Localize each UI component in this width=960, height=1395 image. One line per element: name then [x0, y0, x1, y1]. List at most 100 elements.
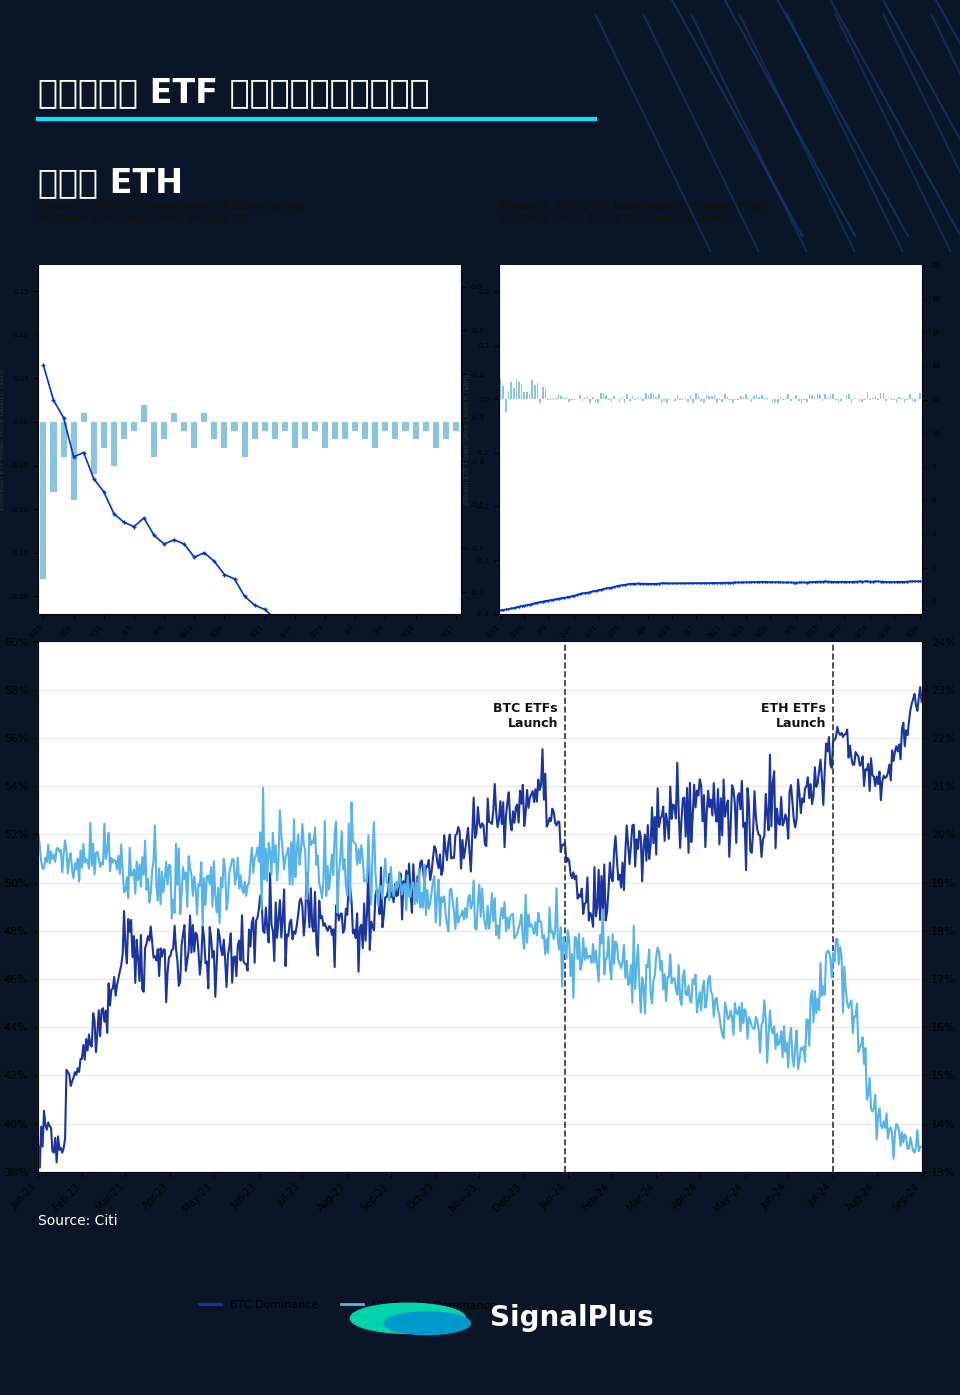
Bar [751, 399, 752, 402]
Bar [909, 393, 910, 399]
Bar [660, 399, 662, 403]
Bar [529, 393, 530, 399]
Text: Figure 7. BTC ETFs have seen $330mm of net
outflows since ETH ETFs began trading: Figure 7. BTC ETFs have seen $330mm of n… [499, 202, 766, 223]
Bar [453, 421, 459, 431]
Bar [756, 395, 757, 399]
Bar [775, 399, 776, 402]
Bar [829, 395, 831, 399]
Bar [342, 421, 348, 439]
Bar [822, 399, 824, 402]
Bar [798, 399, 800, 400]
Bar [656, 398, 657, 399]
Bar [920, 393, 921, 399]
Bar [282, 421, 288, 431]
Bar [595, 399, 596, 402]
Bar [627, 393, 628, 399]
Bar [181, 421, 187, 431]
Bar [561, 396, 562, 399]
Bar [262, 421, 268, 431]
Bar [502, 386, 504, 399]
Y-axis label: Bitcoin ETF Flows Since Launch ($bn): Bitcoin ETF Flows Since Launch ($bn) [464, 374, 470, 505]
Bar [537, 382, 539, 399]
Text: Source: Citi: Source: Citi [38, 1214, 118, 1228]
Bar [600, 393, 602, 399]
Bar [840, 399, 842, 400]
Bar [606, 395, 607, 399]
Bar [659, 393, 660, 399]
Legend: Daily, [RHS] Cumulative: Daily, [RHS] Cumulative [503, 696, 640, 709]
Bar [639, 398, 641, 399]
Legend: Daily, [RHS] Cumulative: Daily, [RHS] Cumulative [42, 696, 180, 709]
Bar [687, 399, 688, 402]
Bar [832, 393, 834, 399]
Bar [81, 413, 86, 421]
Bar [808, 393, 810, 399]
Bar [211, 421, 217, 439]
Bar [292, 421, 298, 448]
Bar [582, 399, 583, 402]
Bar [603, 393, 604, 399]
Bar [814, 396, 815, 399]
Bar [171, 413, 178, 421]
Bar [684, 398, 686, 399]
Bar [846, 395, 847, 399]
Bar [231, 421, 237, 431]
Bar [101, 421, 107, 448]
Bar [60, 421, 66, 458]
Bar [914, 399, 916, 402]
Bar [382, 421, 389, 431]
Bar [544, 389, 546, 399]
Circle shape [350, 1303, 466, 1334]
Bar [650, 393, 652, 399]
Text: BTC ETFs
Launch: BTC ETFs Launch [493, 702, 558, 730]
Bar [875, 396, 876, 399]
Bar [722, 399, 723, 402]
Text: 尤其是 ETH: 尤其是 ETH [38, 166, 183, 199]
Bar [642, 399, 644, 402]
Bar [272, 421, 277, 439]
Bar [695, 393, 697, 399]
Bar [772, 399, 773, 403]
Bar [565, 398, 567, 399]
Bar [141, 405, 147, 421]
Bar [526, 392, 528, 399]
Bar [40, 421, 46, 579]
Bar [202, 413, 207, 421]
Bar [780, 396, 781, 399]
Bar [701, 399, 702, 402]
Bar [727, 396, 729, 399]
Bar [222, 421, 228, 448]
Bar [393, 421, 398, 439]
Bar [433, 421, 439, 448]
Text: 过去几个月 ETF 的资金流量令人失望，: 过去几个月 ETF 的资金流量令人失望， [38, 75, 430, 109]
Bar [90, 421, 97, 474]
Bar [151, 421, 157, 458]
Bar [402, 421, 409, 431]
Bar [787, 393, 789, 399]
Bar [532, 379, 533, 399]
Bar [648, 395, 649, 399]
Bar [312, 421, 318, 431]
Bar [242, 421, 248, 458]
Bar [629, 399, 631, 400]
Bar [754, 396, 755, 399]
Bar [903, 399, 905, 403]
Bar [861, 399, 863, 402]
Bar [758, 398, 760, 399]
Bar [624, 399, 625, 403]
Bar [611, 399, 612, 402]
Bar [191, 421, 198, 448]
Bar [597, 399, 599, 403]
Bar [867, 393, 868, 399]
Text: ETH ETFs
Launch: ETH ETFs Launch [761, 702, 827, 730]
Bar [690, 395, 691, 399]
Bar [817, 395, 818, 399]
Bar [51, 421, 57, 491]
Bar [505, 399, 507, 412]
Bar [745, 393, 747, 399]
Bar [71, 421, 77, 501]
Bar [587, 398, 588, 399]
Bar [110, 421, 117, 466]
Bar [618, 399, 620, 402]
Bar [882, 393, 884, 399]
